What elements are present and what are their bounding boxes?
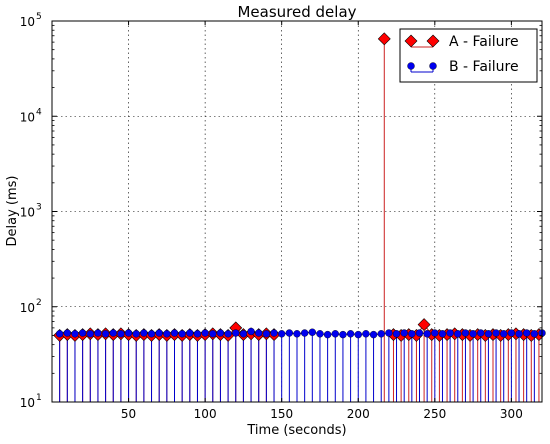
circle-marker: [201, 329, 209, 337]
circle-marker: [109, 329, 117, 337]
circle-marker: [262, 330, 271, 338]
circle-marker: [124, 329, 133, 337]
circle-marker: [186, 329, 194, 337]
y-tick-label: 10: [20, 15, 35, 29]
circle-marker: [285, 329, 294, 337]
legend-marker: [404, 34, 418, 48]
y-tick-exponent: 4: [36, 107, 42, 117]
y-tick-label: 10: [20, 110, 35, 124]
circle-marker: [255, 329, 263, 337]
circle-marker: [408, 330, 416, 338]
circle-marker: [362, 330, 370, 338]
circle-marker: [400, 329, 408, 337]
diamond-marker: [417, 318, 431, 331]
x-tick-label: 250: [423, 407, 446, 421]
circle-marker: [423, 330, 431, 338]
circle-marker: [55, 330, 64, 338]
y-tick-exponent: 3: [36, 203, 42, 213]
chart-title: Measured delay: [237, 3, 356, 21]
y-axis-label: Delay (ms): [5, 176, 20, 247]
x-tick-label: 100: [194, 407, 217, 421]
y-tick-label: 10: [20, 206, 35, 220]
circle-marker: [385, 329, 393, 337]
y-tick-exponent: 2: [36, 298, 42, 308]
circle-marker: [331, 330, 339, 338]
circle-marker: [224, 330, 232, 338]
y-tick-exponent: 5: [36, 12, 42, 22]
circle-marker: [86, 330, 94, 338]
y-tick-exponent: 1: [36, 393, 42, 403]
circle-marker: [484, 330, 493, 338]
legend: A - Failure B - Failure: [399, 28, 538, 83]
y-tick-label: 10: [20, 396, 35, 410]
circle-marker: [163, 330, 171, 338]
circle-marker: [477, 329, 485, 337]
circle-marker: [147, 330, 156, 338]
legend-marker: [407, 62, 415, 70]
x-tick-label: 200: [347, 407, 370, 421]
x-tick-label: 150: [270, 407, 293, 421]
circle-marker: [140, 329, 148, 337]
circle-marker: [247, 327, 255, 336]
circle-marker: [277, 330, 286, 338]
circle-marker: [369, 330, 378, 339]
diamond-marker: [377, 32, 391, 46]
circle-marker: [101, 330, 110, 338]
circle-marker: [308, 328, 317, 336]
grid: [52, 21, 542, 402]
circle-marker: [71, 330, 79, 338]
circle-marker: [293, 330, 301, 338]
circle-marker: [94, 329, 102, 337]
circle-marker: [461, 329, 470, 337]
circle-marker: [346, 330, 355, 338]
circle-marker: [300, 329, 309, 337]
circle-marker: [454, 330, 462, 338]
circle-marker: [522, 329, 531, 337]
circle-marker: [117, 330, 125, 338]
circle-marker: [377, 330, 385, 338]
circle-marker: [507, 329, 516, 337]
circle-marker: [209, 330, 217, 338]
stems: [59, 38, 543, 402]
circle-marker: [239, 330, 248, 338]
circle-marker: [446, 329, 454, 337]
circle-marker: [323, 330, 332, 339]
markers: [53, 32, 546, 342]
legend-label: B - Failure: [449, 59, 519, 75]
x-tick-label: 300: [500, 407, 523, 421]
circle-marker: [132, 330, 140, 338]
x-tick-label: 50: [121, 407, 136, 421]
circle-marker: [431, 329, 439, 337]
circle-marker: [193, 330, 202, 338]
x-axis-label: Time (seconds): [246, 423, 346, 438]
circle-marker: [530, 330, 539, 338]
legend-marker: [426, 34, 440, 48]
circle-marker: [78, 329, 87, 337]
circle-marker: [500, 330, 508, 338]
circle-marker: [216, 329, 225, 337]
y-tick-label: 10: [20, 301, 35, 315]
circle-marker: [170, 329, 179, 337]
circle-marker: [492, 329, 500, 337]
circle-marker: [438, 330, 447, 338]
circle-marker: [316, 330, 324, 338]
legend-marker: [429, 62, 437, 70]
circle-marker: [415, 329, 424, 337]
circle-marker: [339, 330, 347, 339]
legend-label: A - Failure: [449, 34, 519, 50]
circle-marker: [232, 329, 240, 337]
circle-marker: [155, 329, 163, 337]
circle-marker: [354, 330, 362, 339]
legend-box: [399, 28, 538, 83]
circle-marker: [392, 330, 401, 338]
circle-marker: [515, 330, 523, 338]
circle-marker: [270, 329, 278, 337]
circle-marker: [469, 330, 477, 338]
circle-marker: [178, 330, 186, 338]
circle-marker: [63, 329, 72, 337]
